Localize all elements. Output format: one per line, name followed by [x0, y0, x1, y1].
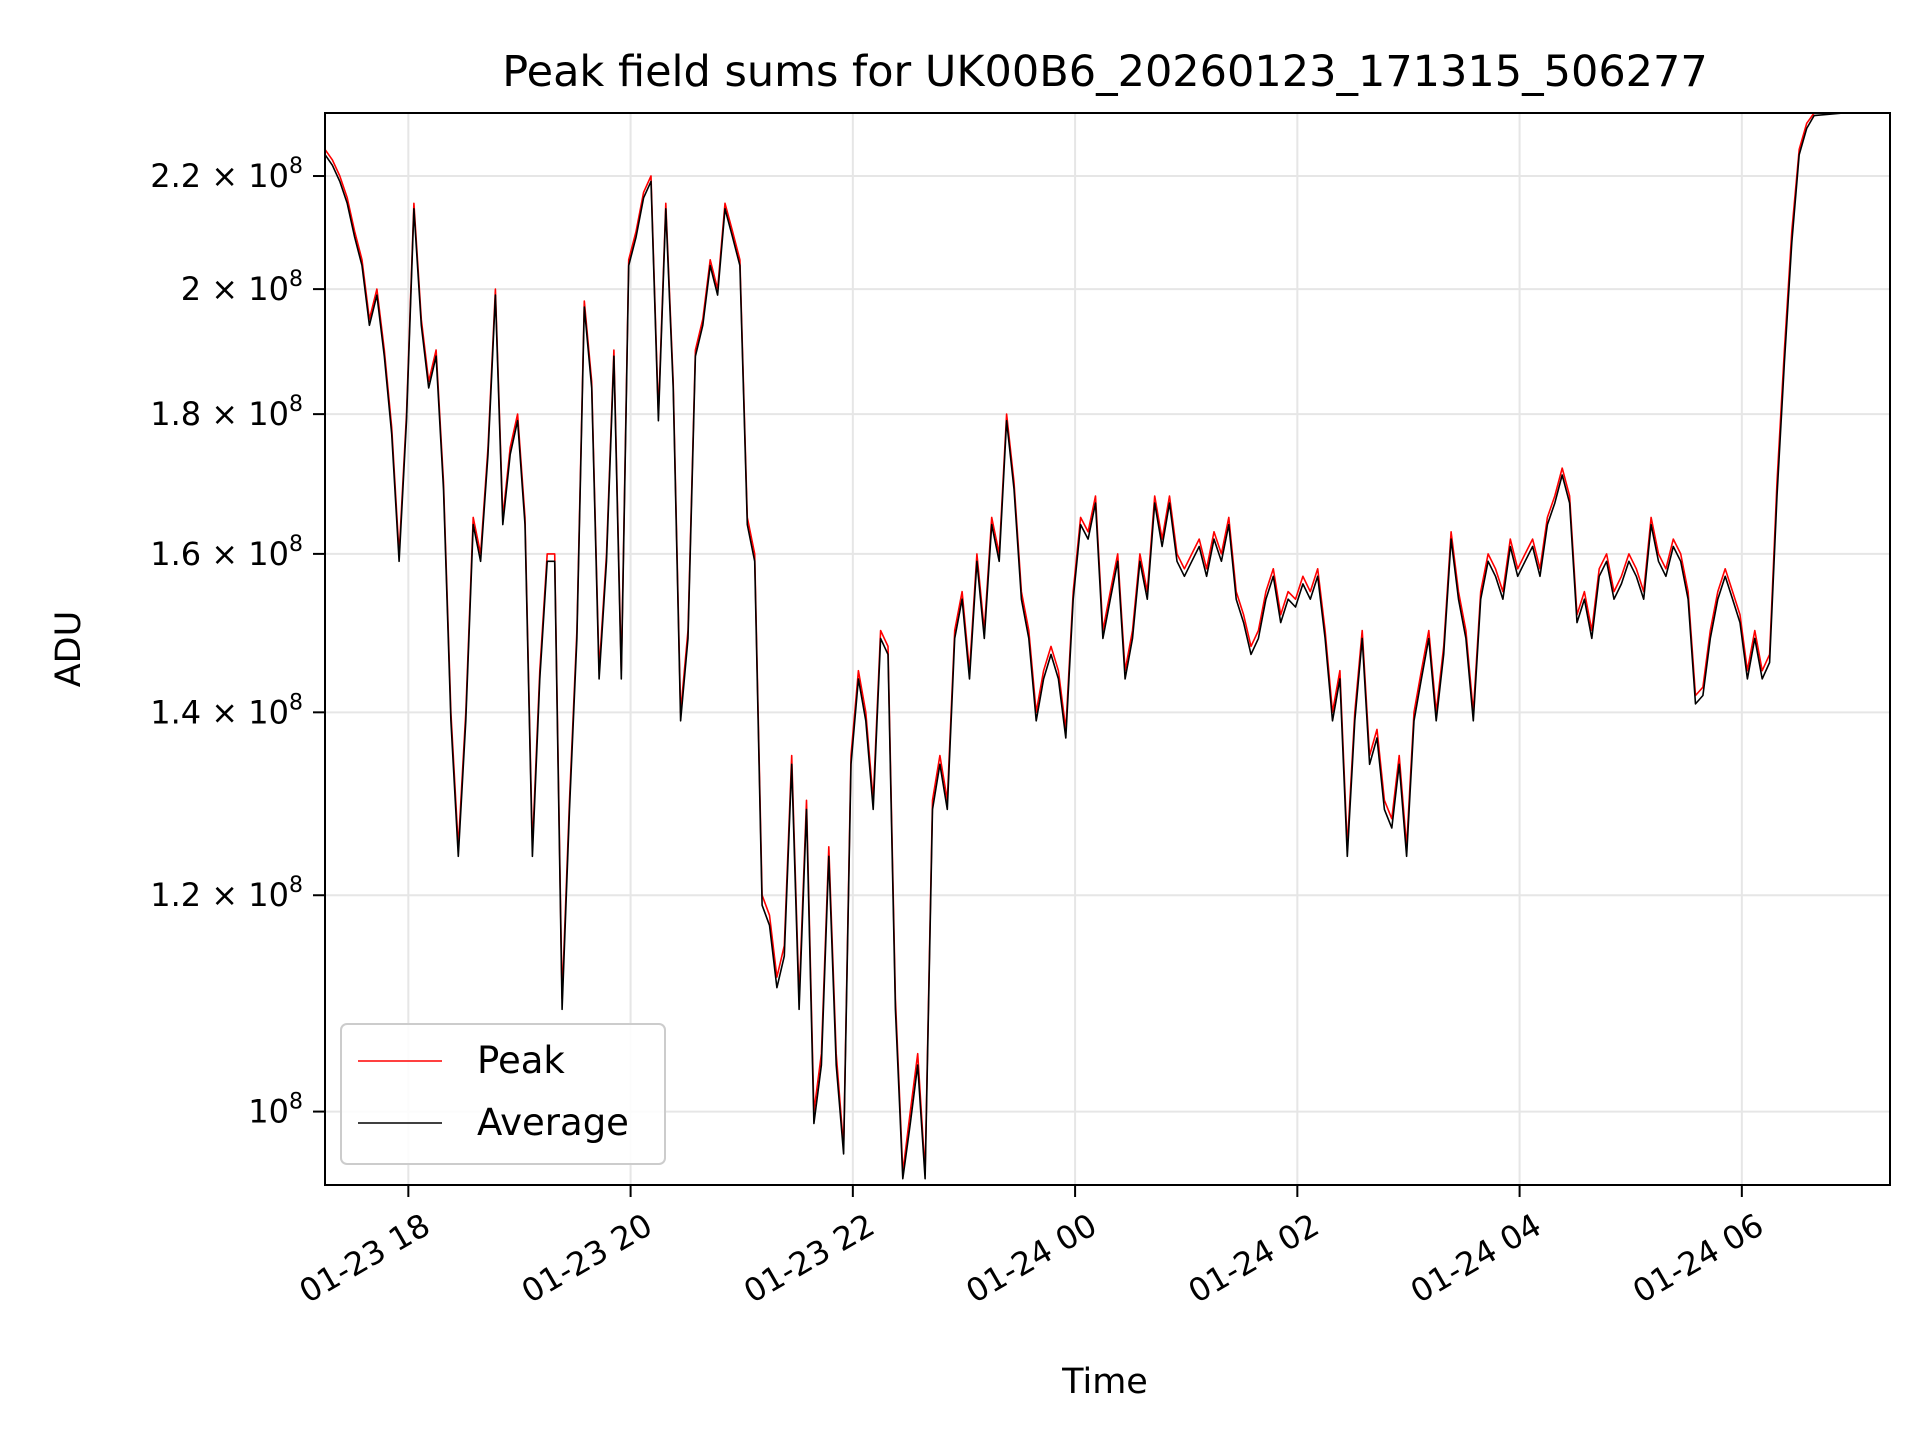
chart-title: Peak field sums for UK00B6_20260123_1713…	[502, 47, 1708, 97]
y-tick-mantissa: 1.6 × 10	[150, 535, 289, 573]
y-tick-mantissa: 10	[248, 1093, 289, 1131]
y-tick-label: 2.2 × 108	[150, 154, 303, 195]
legend-box	[340, 1023, 666, 1165]
y-tick-mantissa: 1.2 × 10	[150, 876, 289, 914]
plot-frame	[324, 112, 1891, 1186]
legend-label-peak: Peak	[477, 1039, 565, 1082]
y-tick-mantissa: 2 × 10	[181, 270, 289, 308]
y-tick-mantissa: 2.2 × 10	[150, 157, 289, 195]
series-line-average	[324, 112, 1890, 1180]
y-tick-label: 1.4 × 108	[150, 690, 303, 731]
y-tick-exponent: 8	[289, 1090, 303, 1115]
x-axis-label: Time	[1061, 1362, 1148, 1402]
plot-lines	[324, 112, 1890, 1180]
y-tick-mantissa: 1.8 × 10	[150, 395, 289, 433]
y-tick-exponent: 8	[289, 267, 303, 292]
y-tick-exponent: 8	[289, 154, 303, 179]
y-tick-label: 1.6 × 108	[150, 532, 303, 573]
y-tick-label: 1.8 × 108	[150, 392, 303, 433]
y-tick-label: 2 × 108	[181, 267, 303, 308]
legend: Peak Average	[340, 1023, 666, 1165]
y-tick-mantissa: 1.4 × 10	[150, 693, 289, 731]
y-tick-exponent: 8	[289, 690, 303, 715]
legend-label-average: Average	[477, 1101, 629, 1144]
y-tick-exponent: 8	[289, 392, 303, 417]
y-tick-label: 1.2 × 108	[150, 873, 303, 914]
y-axis-label: ADU	[49, 611, 89, 688]
y-tick-exponent: 8	[289, 532, 303, 557]
y-tick-label: 108	[248, 1090, 303, 1131]
y-tick-exponent: 8	[289, 873, 303, 898]
